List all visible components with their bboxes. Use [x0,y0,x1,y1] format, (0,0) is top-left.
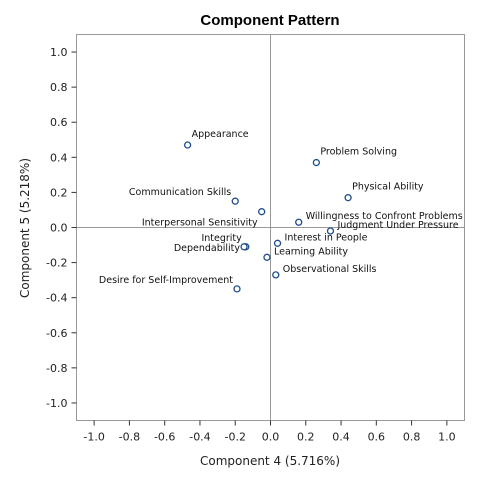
y-tick-label: -1.0 [46,397,67,410]
y-tick-label: -0.2 [46,257,67,270]
x-tick-label: 0.4 [332,431,350,444]
x-tick-label: -0.8 [119,431,140,444]
x-tick-label: 1.0 [438,431,456,444]
data-point [326,227,335,235]
y-tick-label: 1.0 [50,46,68,59]
data-point [183,141,192,149]
x-tick-label: 0.2 [297,431,315,444]
x-tick-label: -0.2 [224,431,245,444]
data-point-label: Dependability [174,243,241,254]
chart-title: Component Pattern [200,12,339,29]
data-point [240,243,248,251]
x-tick-label: -0.4 [189,431,210,444]
data-point-label: Physical Ability [352,182,424,193]
data-point-label: Appearance [192,129,249,140]
data-point [233,285,241,293]
data-point-label: Willingness to Confront Problems [306,211,463,222]
y-tick-label: -0.6 [46,327,67,340]
x-axis-label: Component 4 (5.716%) [200,454,340,468]
y-tick-label: -0.8 [46,362,67,375]
x-tick-label: -1.0 [83,431,104,444]
data-point-label: Desire for Self-Improvement [99,275,233,286]
data-points: Appearance Problem Solving Communication S… [99,129,463,293]
y-tick-label: 0.6 [50,116,68,129]
y-axis-label: Component 5 (5.218%) [18,158,32,298]
data-point [344,194,352,202]
data-point-label: Problem Solving [320,147,397,158]
data-point-label: Interpersonal Sensitivity [142,218,258,229]
data-point-label: Learning Ability [274,246,348,257]
y-tick-label: 0.2 [50,186,68,199]
y-tick-label: 0.4 [50,151,68,164]
x-tick-label: 0.8 [403,431,421,444]
data-point [295,218,303,226]
x-tick-label: -0.6 [154,431,175,444]
reference-lines [76,34,465,421]
x-tick-label: 0.6 [368,431,386,444]
data-point [312,158,321,167]
data-point-label: Observational Skills [283,264,377,275]
axis-ticks: -1.0 -0.8 -0.6 -0.4 -0.2 0.0 0.2 0.4 0.6 0.8 1.0 1.… [46,46,456,443]
data-point [272,271,280,279]
data-point [263,253,271,261]
data-point-label: Interest in People [285,232,368,243]
data-point-label: Integrity [201,233,242,244]
data-point-label: Communication Skills [129,187,231,198]
y-tick-label: 0.0 [50,222,68,235]
y-tick-label: -0.4 [46,292,67,305]
data-point [273,239,282,247]
data-point [231,197,239,205]
data-point [258,208,266,216]
data-point-label: Judgment Under Pressure [336,220,458,231]
x-tick-label: 0.0 [262,431,280,444]
y-tick-label: 0.8 [50,81,68,94]
